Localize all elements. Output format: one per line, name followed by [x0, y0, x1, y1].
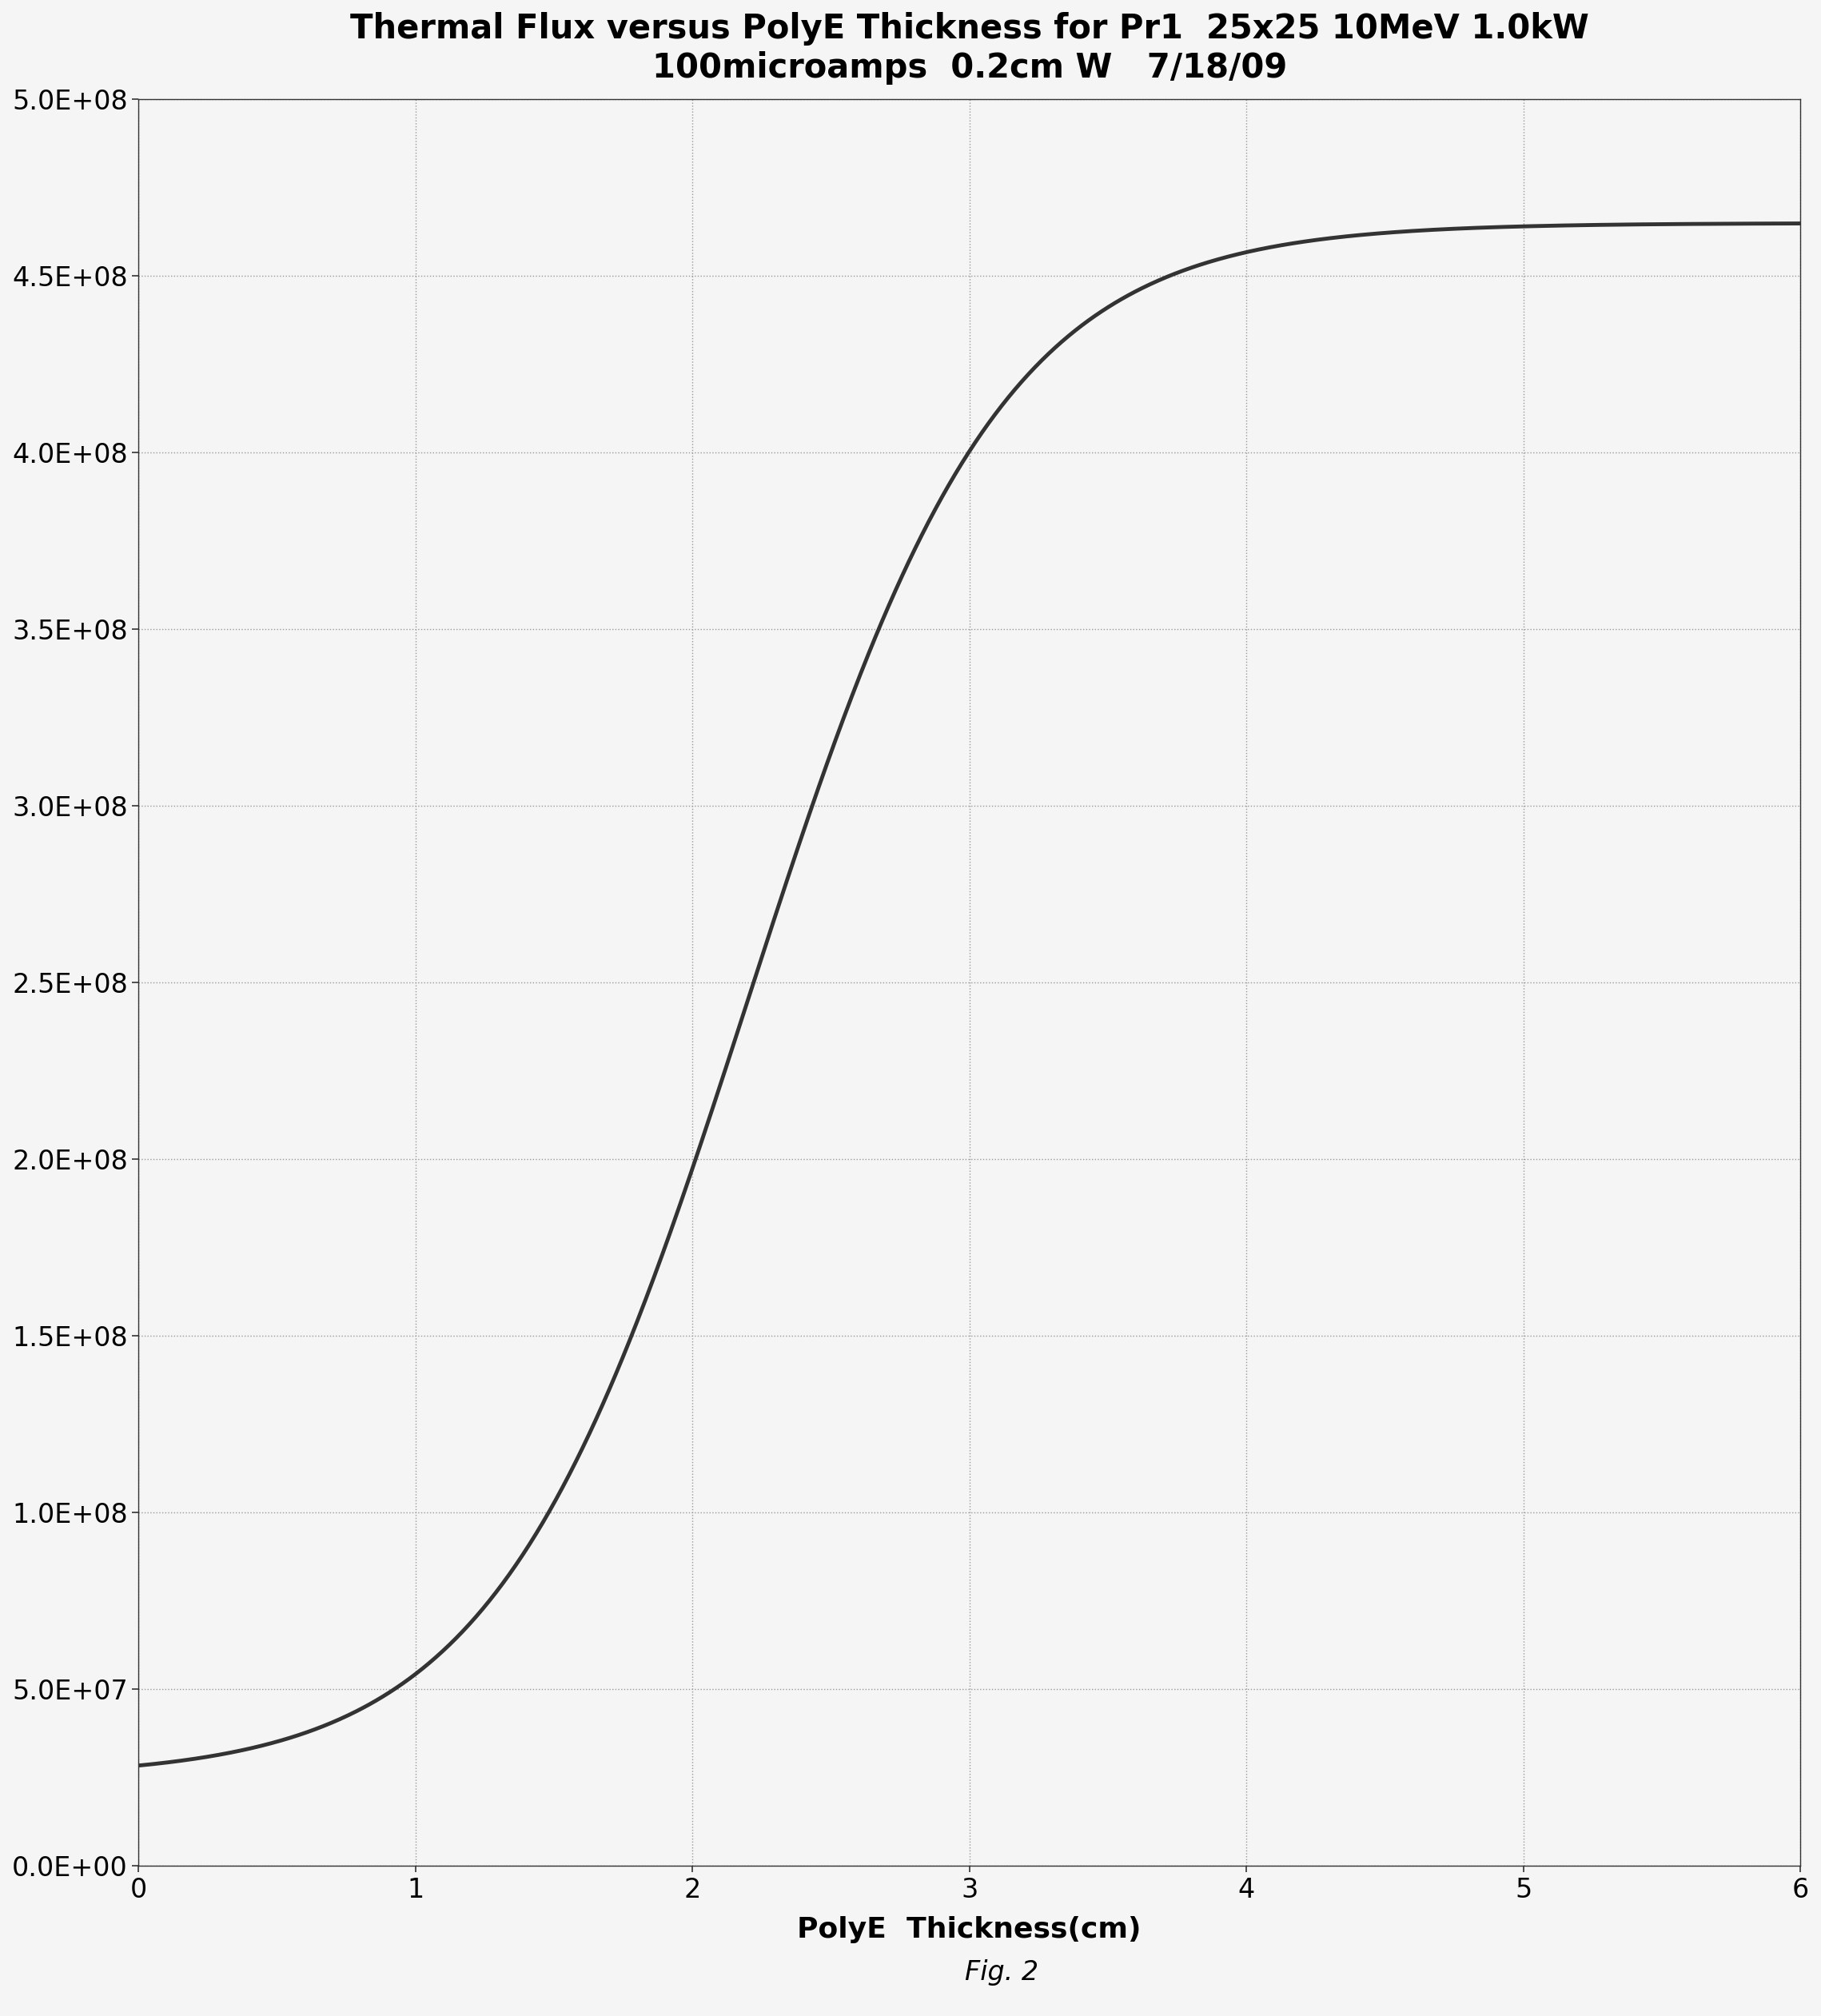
- Title: Thermal Flux versus PolyE Thickness for Pr1  25x25 10MeV 1.0kW
100microamps  0.2: Thermal Flux versus PolyE Thickness for …: [350, 12, 1588, 85]
- X-axis label: PolyE  Thickness(cm): PolyE Thickness(cm): [798, 1917, 1142, 1943]
- Text: Fig. 2: Fig. 2: [965, 1960, 1038, 1986]
